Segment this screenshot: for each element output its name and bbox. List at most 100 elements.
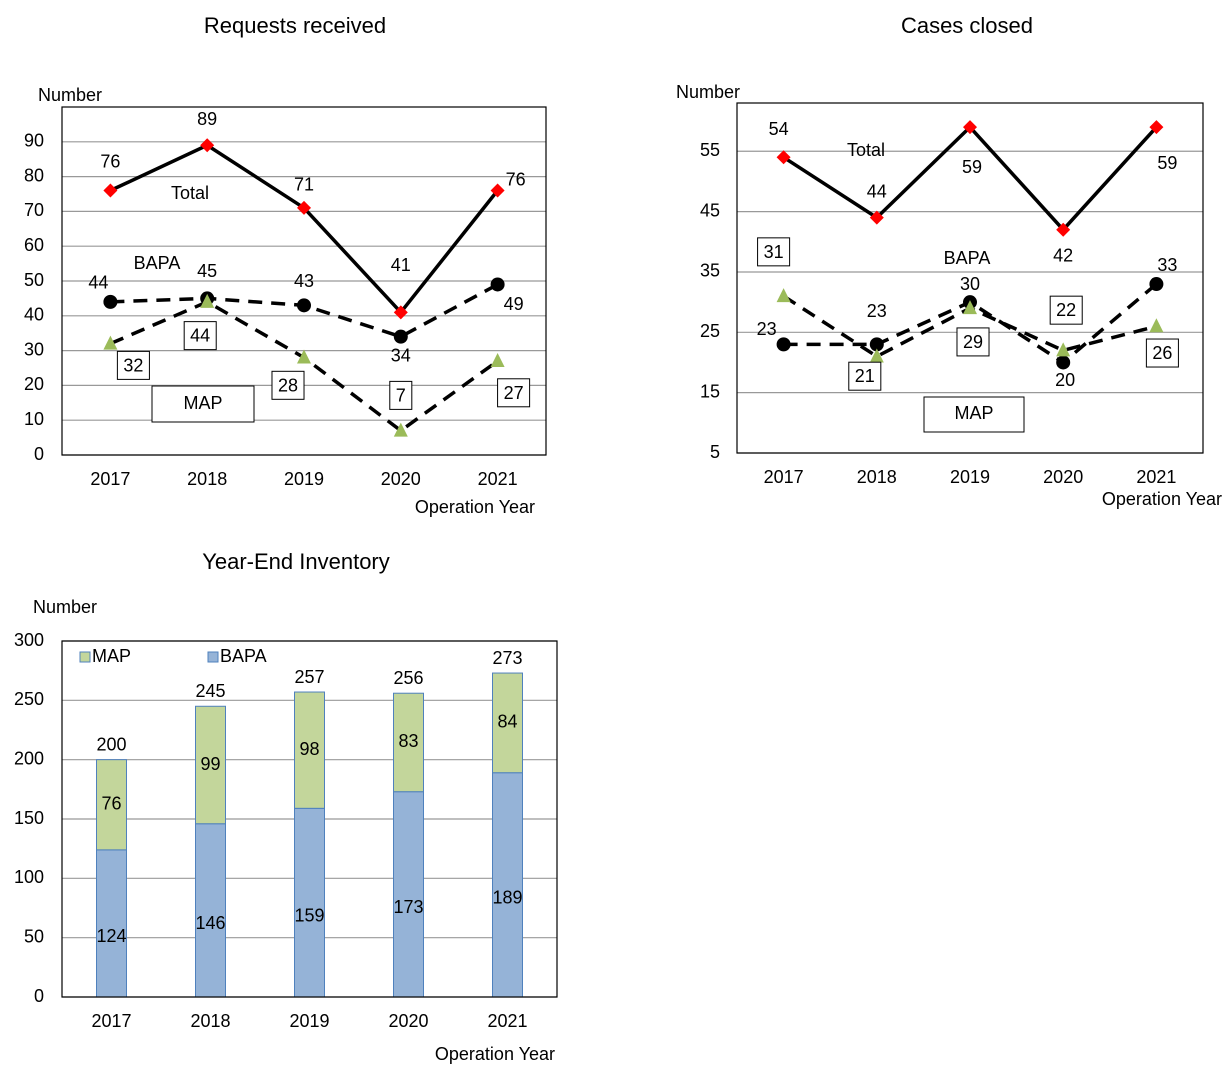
data-label: 42: [1053, 245, 1073, 265]
data-label: 146: [195, 913, 225, 933]
chart-title: Year-End Inventory: [202, 549, 390, 574]
marker: [963, 300, 977, 315]
x-tick-label: 2021: [478, 469, 518, 489]
y-axis-label: Number: [33, 597, 97, 617]
marker: [103, 183, 118, 198]
data-label: 83: [398, 731, 418, 751]
bar-segment: [195, 823, 226, 998]
data-label: 23: [757, 319, 777, 339]
marker: [776, 337, 791, 352]
y-tick-label: 90: [24, 131, 44, 151]
y-tick-label: 300: [14, 630, 44, 650]
x-tick-label: 2019: [289, 1011, 329, 1031]
data-label: 59: [1157, 153, 1177, 173]
y-tick-label: 50: [24, 270, 44, 290]
bar-segment: [294, 691, 325, 809]
series-name-box: [151, 385, 255, 423]
data-label: 33: [1157, 255, 1177, 275]
y-axis-label: Number: [676, 82, 740, 102]
marker: [490, 183, 505, 198]
marker: [103, 294, 118, 309]
x-tick-label: 2020: [1043, 467, 1083, 487]
y-tick-label: 15: [700, 381, 720, 401]
x-tick-label: 2017: [764, 467, 804, 487]
y-tick-label: 200: [14, 748, 44, 768]
data-label-box: [757, 237, 791, 267]
bar-segment: [96, 759, 127, 851]
x-tick-label: 2018: [187, 469, 227, 489]
total-label: 245: [195, 681, 225, 701]
data-label-box: [1145, 338, 1179, 368]
x-axis-label: Operation Year: [415, 497, 535, 517]
y-tick-label: 150: [14, 808, 44, 828]
marker: [776, 288, 791, 303]
marker: [1056, 222, 1071, 237]
data-label: 59: [962, 157, 982, 177]
data-label: 54: [769, 119, 789, 139]
data-label: 34: [391, 345, 411, 365]
data-label: 22: [1056, 300, 1076, 320]
data-label: 41: [391, 255, 411, 275]
y-tick-label: 5: [710, 442, 720, 462]
data-label-box: [271, 370, 305, 400]
data-label: 76: [100, 151, 120, 171]
data-label: 45: [197, 261, 217, 281]
marker: [1149, 277, 1164, 292]
series-name: MAP: [183, 393, 222, 413]
plot-border: [61, 106, 547, 456]
legend-swatch: [207, 651, 219, 663]
data-label: 29: [963, 332, 983, 352]
y-axis-label: Number: [38, 85, 102, 105]
data-label: 21: [855, 366, 875, 386]
bar-segment: [492, 772, 523, 998]
bar-segment: [393, 791, 424, 998]
total-label: 257: [294, 667, 324, 687]
data-label: 26: [1152, 343, 1172, 363]
data-label: 28: [278, 375, 298, 395]
legend-label: MAP: [92, 646, 131, 666]
y-tick-label: 100: [14, 867, 44, 887]
x-axis-label: Operation Year: [435, 1044, 555, 1064]
data-label: 71: [294, 175, 314, 195]
marker: [869, 348, 884, 363]
data-label: 89: [197, 109, 217, 129]
bar-segment: [294, 807, 325, 998]
y-tick-label: 30: [24, 339, 44, 359]
x-tick-label: 2017: [90, 469, 130, 489]
series-name: MAP: [954, 403, 993, 423]
plot-border: [736, 102, 1204, 454]
series-name: BAPA: [944, 248, 991, 268]
x-tick-label: 2017: [91, 1011, 131, 1031]
marker: [393, 422, 408, 437]
data-label: 99: [200, 754, 220, 774]
y-tick-label: 0: [34, 444, 44, 464]
legend-label: BAPA: [220, 646, 267, 666]
y-tick-label: 50: [24, 926, 44, 946]
series-name-box: [923, 396, 1025, 433]
marker: [1056, 342, 1071, 357]
x-tick-label: 2019: [284, 469, 324, 489]
data-label: 44: [190, 326, 210, 346]
data-label: 124: [96, 926, 126, 946]
data-label: 76: [506, 169, 526, 189]
data-label-box: [497, 378, 531, 408]
marker: [103, 335, 118, 350]
x-tick-label: 2020: [381, 469, 421, 489]
y-tick-label: 25: [700, 321, 720, 341]
data-label: 32: [123, 355, 143, 375]
series-name: Total: [171, 183, 209, 203]
bar-segment: [492, 672, 523, 774]
marker: [776, 150, 791, 165]
marker: [1056, 355, 1071, 370]
marker: [1149, 318, 1164, 333]
marker: [297, 349, 311, 364]
x-tick-label: 2018: [857, 467, 897, 487]
y-tick-label: 0: [34, 986, 44, 1006]
marker: [869, 337, 884, 352]
data-label-box: [389, 380, 413, 410]
marker: [297, 298, 311, 313]
y-tick-label: 250: [14, 689, 44, 709]
marker: [963, 120, 977, 135]
marker: [200, 293, 215, 308]
x-tick-label: 2020: [388, 1011, 428, 1031]
